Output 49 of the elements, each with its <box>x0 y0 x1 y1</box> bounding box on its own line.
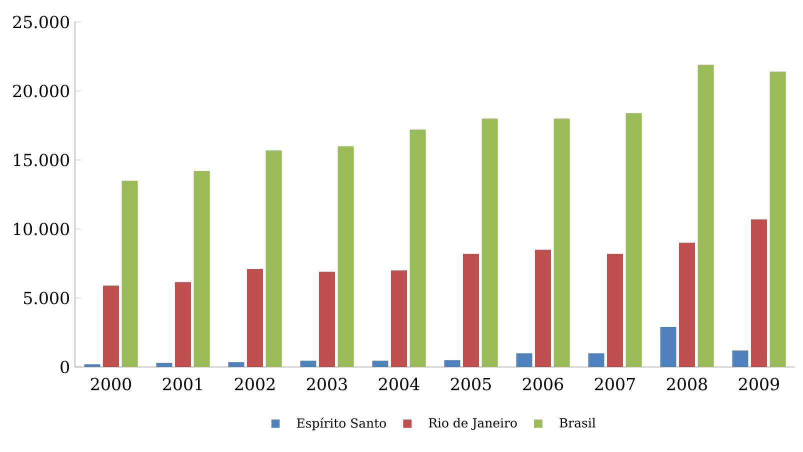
bar <box>338 146 354 367</box>
bar <box>300 360 316 367</box>
x-tick-label: 2009 <box>739 378 779 390</box>
legend-label: Espírito Santo <box>296 418 386 430</box>
y-tick-label: 20.000 <box>13 84 69 98</box>
y-tick-label: 0 <box>60 360 70 374</box>
bar <box>482 118 498 367</box>
bar <box>103 286 119 367</box>
bar <box>194 171 210 367</box>
bar <box>660 326 676 367</box>
x-tick-label: 2004 <box>379 378 420 390</box>
y-tick-label: 25.000 <box>13 16 69 28</box>
bar <box>266 150 282 367</box>
x-tick-label: 2006 <box>523 378 564 390</box>
x-tick-label: 2008 <box>667 378 707 390</box>
bar <box>122 180 138 367</box>
bar <box>554 118 570 367</box>
bar <box>770 72 786 367</box>
x-tick-label: 2003 <box>307 378 347 390</box>
bar <box>751 219 768 367</box>
legend-label: Rio de Janeiro <box>428 418 517 430</box>
bar <box>607 254 624 367</box>
bar <box>228 362 244 367</box>
y-tick-label: 15.000 <box>14 154 69 166</box>
bar <box>679 242 696 367</box>
bar <box>626 113 642 367</box>
bar <box>732 350 748 367</box>
x-tick-label: 2005 <box>451 378 491 390</box>
bar <box>156 362 172 367</box>
bar <box>84 364 100 367</box>
bar <box>175 282 191 367</box>
y-tick-label: 5.000 <box>24 292 69 304</box>
bar <box>444 360 460 367</box>
legend-label: Brasil <box>560 418 596 428</box>
bar <box>463 254 480 367</box>
x-tick-label: 2000 <box>91 378 132 390</box>
bar <box>372 360 388 367</box>
bar <box>698 64 714 367</box>
bar <box>588 353 604 367</box>
bar <box>319 272 335 367</box>
bar <box>410 130 426 367</box>
bar <box>516 353 532 367</box>
bar <box>535 250 552 367</box>
bar <box>247 269 263 367</box>
x-tick-label: 2002 <box>235 378 274 390</box>
y-tick-label: 10.000 <box>14 222 69 236</box>
x-tick-label: 2007 <box>595 378 635 390</box>
bar <box>391 270 408 367</box>
x-tick-label: 2001 <box>163 378 202 390</box>
